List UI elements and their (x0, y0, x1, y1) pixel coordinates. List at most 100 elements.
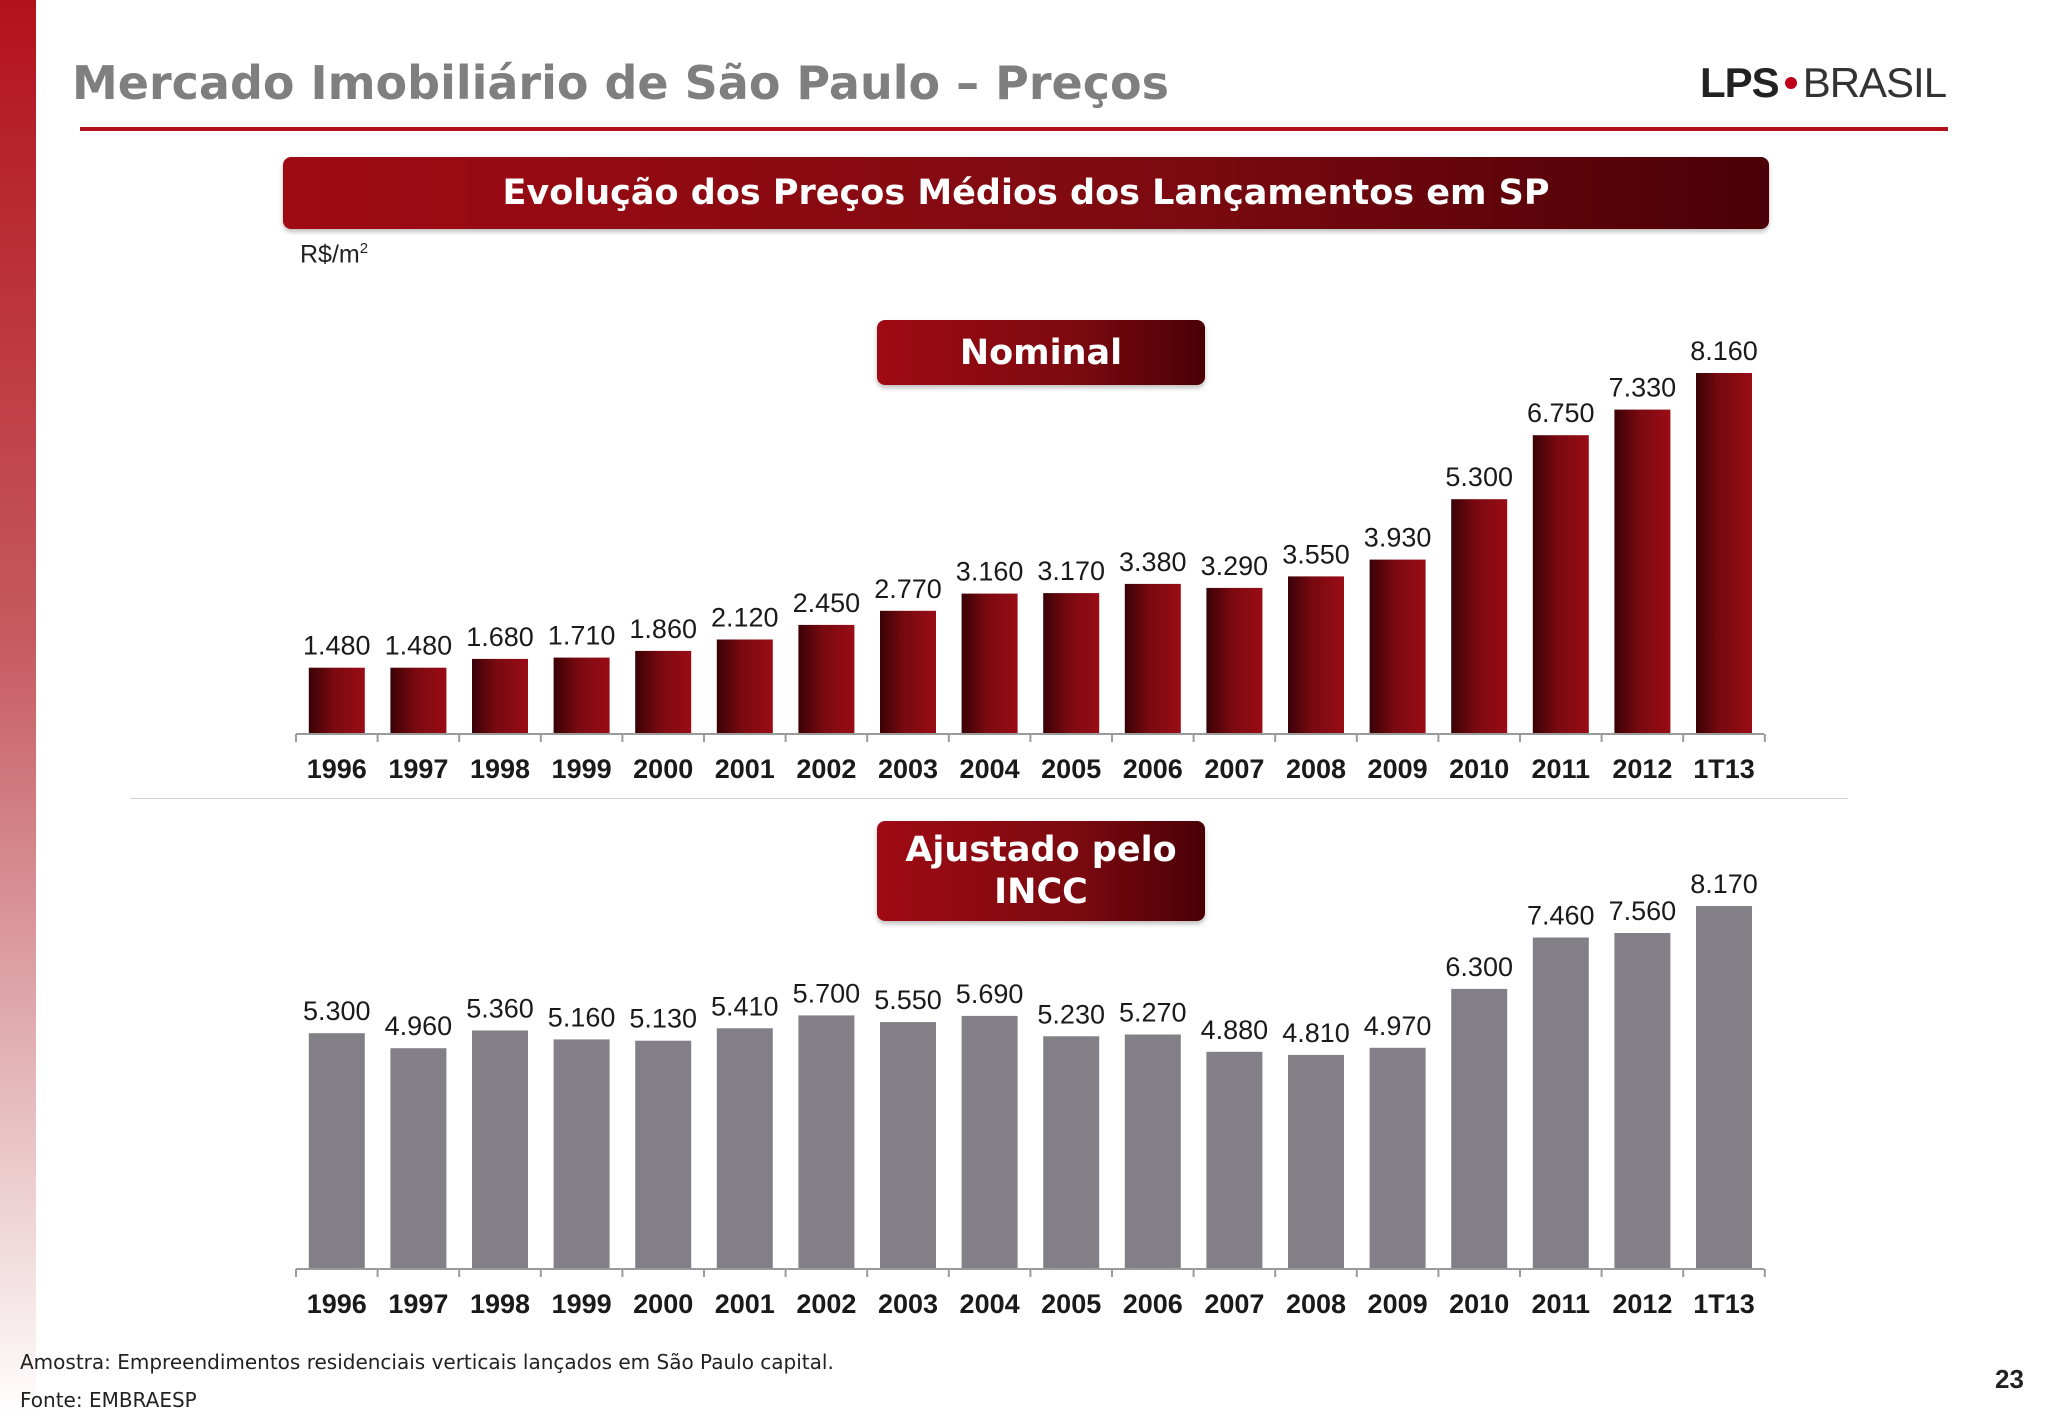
adjusted-bar-2003 (880, 1022, 936, 1268)
nominal-bar-2005 (1043, 593, 1100, 733)
adjusted-value-label: 4.880 (1201, 1015, 1269, 1045)
nominal-category-label: 1998 (470, 754, 530, 784)
adjusted-bar-2000 (635, 1040, 692, 1268)
nominal-value-label: 2.770 (874, 574, 942, 604)
adjusted-value-label: 5.360 (466, 994, 534, 1024)
nominal-value-label: 3.170 (1037, 556, 1105, 586)
units-superscript: 2 (359, 240, 369, 257)
nominal-category-label: 1996 (307, 754, 367, 784)
nominal-bar-2009 (1369, 559, 1426, 733)
adjusted-value-label: 5.300 (303, 996, 371, 1026)
adjusted-category-label: 2012 (1612, 1289, 1672, 1319)
adjusted-value-label: 4.810 (1282, 1018, 1350, 1048)
adjusted-value-label: 6.300 (1445, 952, 1513, 982)
logo-dot-icon (1784, 77, 1797, 89)
nominal-category-label: 2002 (796, 754, 856, 784)
section-banner: Evolução dos Preços Médios dos Lançament… (283, 157, 1769, 229)
nominal-bar-1999 (553, 657, 610, 733)
adjusted-category-label: 2000 (633, 1289, 693, 1319)
adjusted-title-line-2: INCC (994, 872, 1088, 912)
nominal-bar-2007 (1206, 587, 1263, 733)
nominal-value-label: 7.330 (1609, 373, 1677, 403)
adjusted-value-label: 5.410 (711, 991, 779, 1021)
nominal-bar-2003 (880, 610, 936, 733)
adjusted-category-label: 2001 (715, 1289, 775, 1319)
adjusted-bar-2001 (716, 1028, 773, 1268)
adjusted-category-label: 1999 (552, 1289, 612, 1319)
adjusted-value-label: 5.230 (1037, 999, 1105, 1029)
nominal-value-label: 3.290 (1201, 551, 1269, 581)
adjusted-value-label: 5.550 (874, 985, 942, 1015)
nominal-bar-2011 (1532, 435, 1589, 733)
nominal-value-label: 3.380 (1119, 547, 1187, 577)
nominal-bar-2004 (961, 593, 1018, 733)
nominal-category-label: 1997 (388, 754, 448, 784)
nominal-category-label: 2000 (633, 754, 693, 784)
nominal-category-label: 2001 (715, 754, 775, 784)
adjusted-category-label: 1996 (307, 1289, 367, 1319)
chart-divider (130, 798, 1848, 799)
nominal-value-label: 1.860 (629, 614, 697, 644)
adjusted-value-label: 5.130 (629, 1004, 697, 1034)
units-text: R$/m (300, 240, 360, 269)
company-logo: LPS BRASIL (1700, 58, 1947, 108)
adjusted-bar-1999 (553, 1039, 610, 1268)
nominal-bar-2002 (798, 624, 855, 733)
nominal-category-label: 1999 (552, 754, 612, 784)
adjusted-value-label: 5.270 (1119, 998, 1187, 1028)
adjusted-category-label: 1997 (388, 1289, 448, 1319)
nominal-value-label: 1.480 (303, 631, 371, 661)
adjusted-value-label: 5.690 (956, 979, 1024, 1009)
nominal-category-label: 2003 (878, 754, 938, 784)
adjusted-bar-1996 (308, 1033, 365, 1268)
adjusted-value-label: 8.170 (1690, 869, 1758, 899)
adjusted-value-label: 4.960 (385, 1011, 453, 1041)
adjusted-bar-2005 (1043, 1036, 1100, 1268)
logo-text-lps: LPS (1700, 59, 1780, 106)
nominal-bar-1998 (472, 658, 528, 733)
adjusted-category-label: 2008 (1286, 1289, 1346, 1319)
adjusted-value-label: 7.460 (1527, 901, 1595, 931)
adjusted-bar-2004 (961, 1015, 1018, 1268)
nominal-bar-1T13 (1696, 373, 1752, 733)
adjusted-bar-2007 (1206, 1051, 1263, 1268)
nominal-value-label: 1.680 (466, 622, 534, 652)
adjusted-category-label: 2003 (878, 1289, 938, 1319)
adjusted-value-label: 7.560 (1609, 896, 1677, 926)
adjusted-category-label: 2010 (1449, 1289, 1509, 1319)
adjusted-bar-2012 (1614, 933, 1671, 1268)
nominal-chart-title: Nominal (877, 320, 1205, 385)
nominal-bar-2006 (1124, 583, 1181, 733)
nominal-bar-2000 (635, 650, 692, 733)
page-title: Mercado Imobiliário de São Paulo – Preço… (72, 56, 1169, 110)
adjusted-title-line-1: Ajustado pelo (905, 830, 1177, 870)
nominal-category-label: 2004 (960, 754, 1020, 784)
adjusted-value-label: 5.700 (793, 978, 861, 1008)
nominal-category-label: 2010 (1449, 754, 1509, 784)
adjusted-bar-2010 (1451, 988, 1508, 1268)
sample-footnote: Amostra: Empreendimentos residenciais ve… (20, 1350, 834, 1374)
nominal-value-label: 2.450 (793, 588, 861, 618)
left-decorative-strip (0, 0, 36, 1418)
adjusted-bar-1997 (390, 1048, 447, 1268)
adjusted-category-label: 2002 (796, 1289, 856, 1319)
adjusted-bar-2011 (1532, 937, 1589, 1268)
nominal-chart: 1.480 1996 1.480 1997 1.680 1998 1.710 1999 1.86… (295, 336, 1766, 784)
nominal-value-label: 8.160 (1690, 336, 1758, 366)
source-footnote: Fonte: EMBRAESP (20, 1388, 197, 1412)
adjusted-category-label: 1998 (470, 1289, 530, 1319)
nominal-value-label: 6.750 (1527, 398, 1595, 428)
nominal-bar-1996 (308, 667, 365, 733)
nominal-category-label: 2008 (1286, 754, 1346, 784)
adjusted-value-label: 4.970 (1364, 1011, 1432, 1041)
logo-text-brasil: BRASIL (1802, 59, 1947, 106)
nominal-category-label: 2011 (1532, 754, 1591, 784)
nominal-bar-2001 (716, 639, 773, 733)
adjusted-category-label: 2007 (1204, 1289, 1264, 1319)
nominal-bar-2012 (1614, 409, 1671, 733)
adjusted-value-label: 5.160 (548, 1002, 616, 1032)
nominal-category-label: 2007 (1204, 754, 1264, 784)
nominal-value-label: 3.160 (956, 557, 1024, 587)
nominal-value-label: 5.300 (1445, 462, 1513, 492)
